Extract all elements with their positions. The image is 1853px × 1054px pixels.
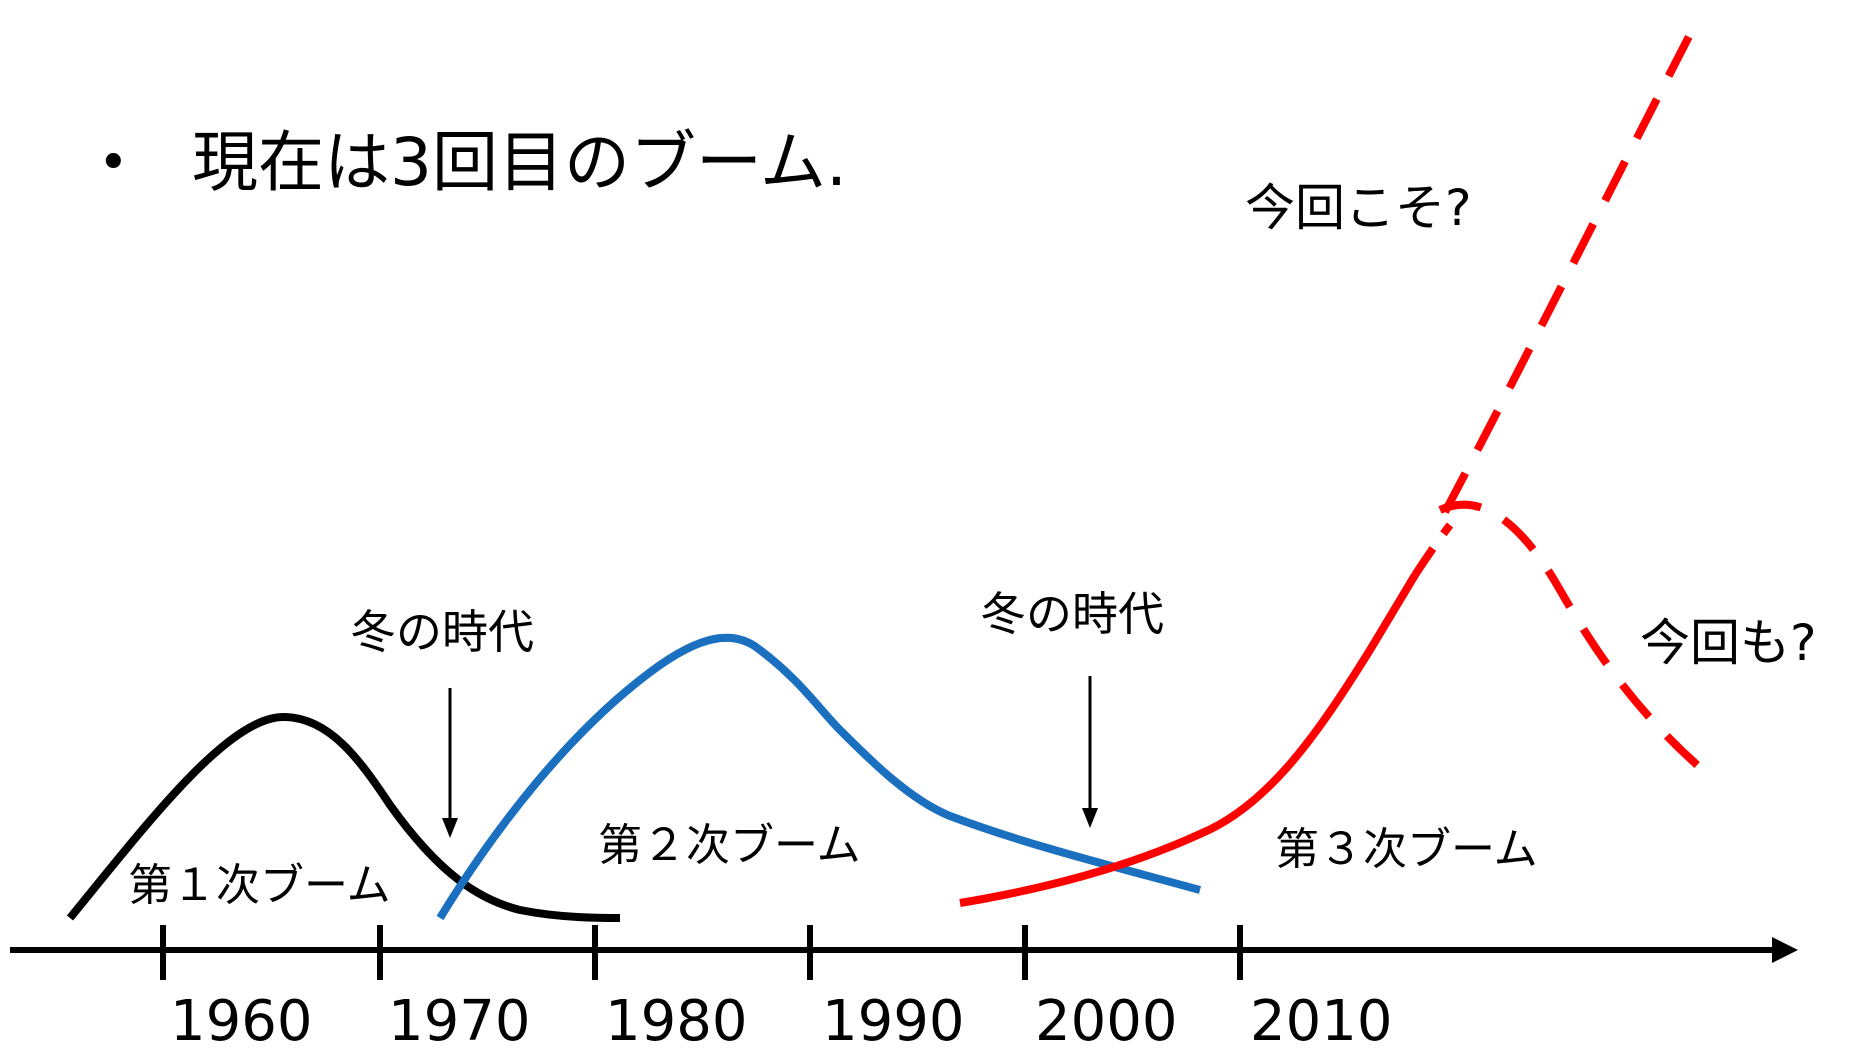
future-rise-dashed-curve	[1441, 13, 1704, 514]
future-rise-label: 今回こそ?	[1245, 179, 1472, 237]
second-winter-label: 冬の時代	[980, 587, 1164, 641]
third-boom-label: 第３次ブーム	[1275, 824, 1538, 875]
first-winter-label: 冬の時代	[350, 605, 534, 659]
tick-label-1960: 1960	[170, 989, 313, 1054]
tick-label-2000: 2000	[1035, 989, 1178, 1054]
tick-label-2010: 2010	[1250, 989, 1393, 1054]
future-fall-label: 今回も?	[1640, 614, 1817, 672]
tick-label-1970: 1970	[388, 989, 531, 1054]
bullet-symbol: •	[98, 133, 129, 193]
tick-label-1980: 1980	[605, 989, 748, 1054]
second-boom-curve	[436, 633, 1202, 921]
bullet-text: 現在は3回目のブーム.	[192, 124, 847, 201]
second-boom-label: 第２次ブーム	[598, 820, 861, 871]
future-fall-dashed-curve	[1438, 500, 1708, 776]
first-boom-curve	[66, 712, 621, 922]
third-boom-dashed-segment	[1411, 522, 1454, 578]
third-boom-curve	[959, 572, 1419, 907]
tick-label-1990: 1990	[822, 989, 965, 1054]
second-winter-arrowhead	[1082, 808, 1098, 828]
timeline-arrowhead	[1772, 937, 1798, 963]
first-winter-arrowhead	[442, 818, 458, 838]
first-boom-label: 第１次ブーム	[128, 860, 391, 911]
